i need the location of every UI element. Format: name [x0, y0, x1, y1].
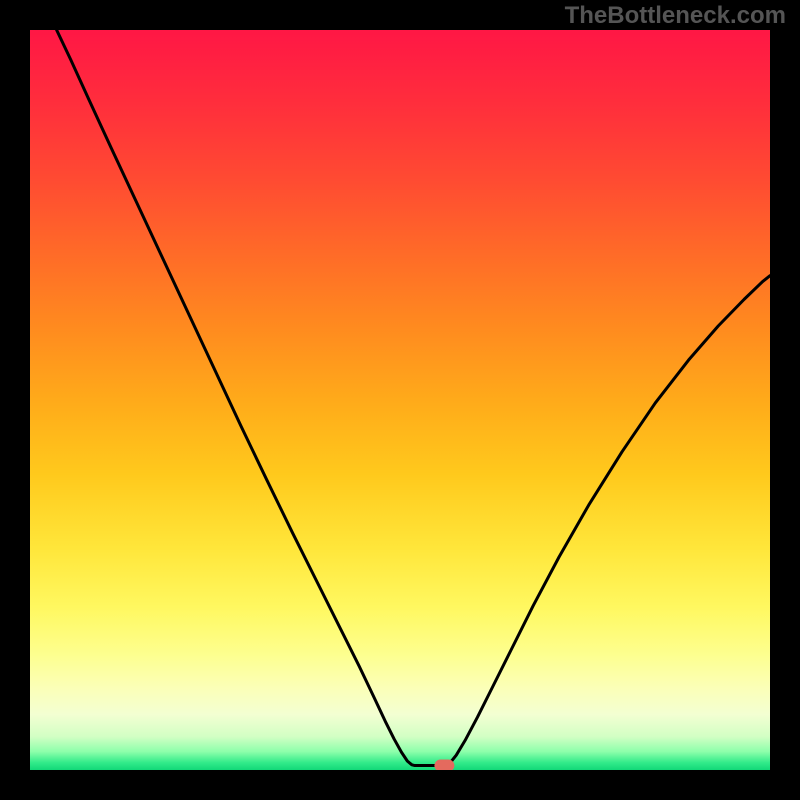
- optimal-point-marker: [434, 760, 454, 770]
- chart-svg: [30, 30, 770, 770]
- watermark-text: TheBottleneck.com: [565, 2, 786, 30]
- chart-plot-area: [30, 30, 770, 770]
